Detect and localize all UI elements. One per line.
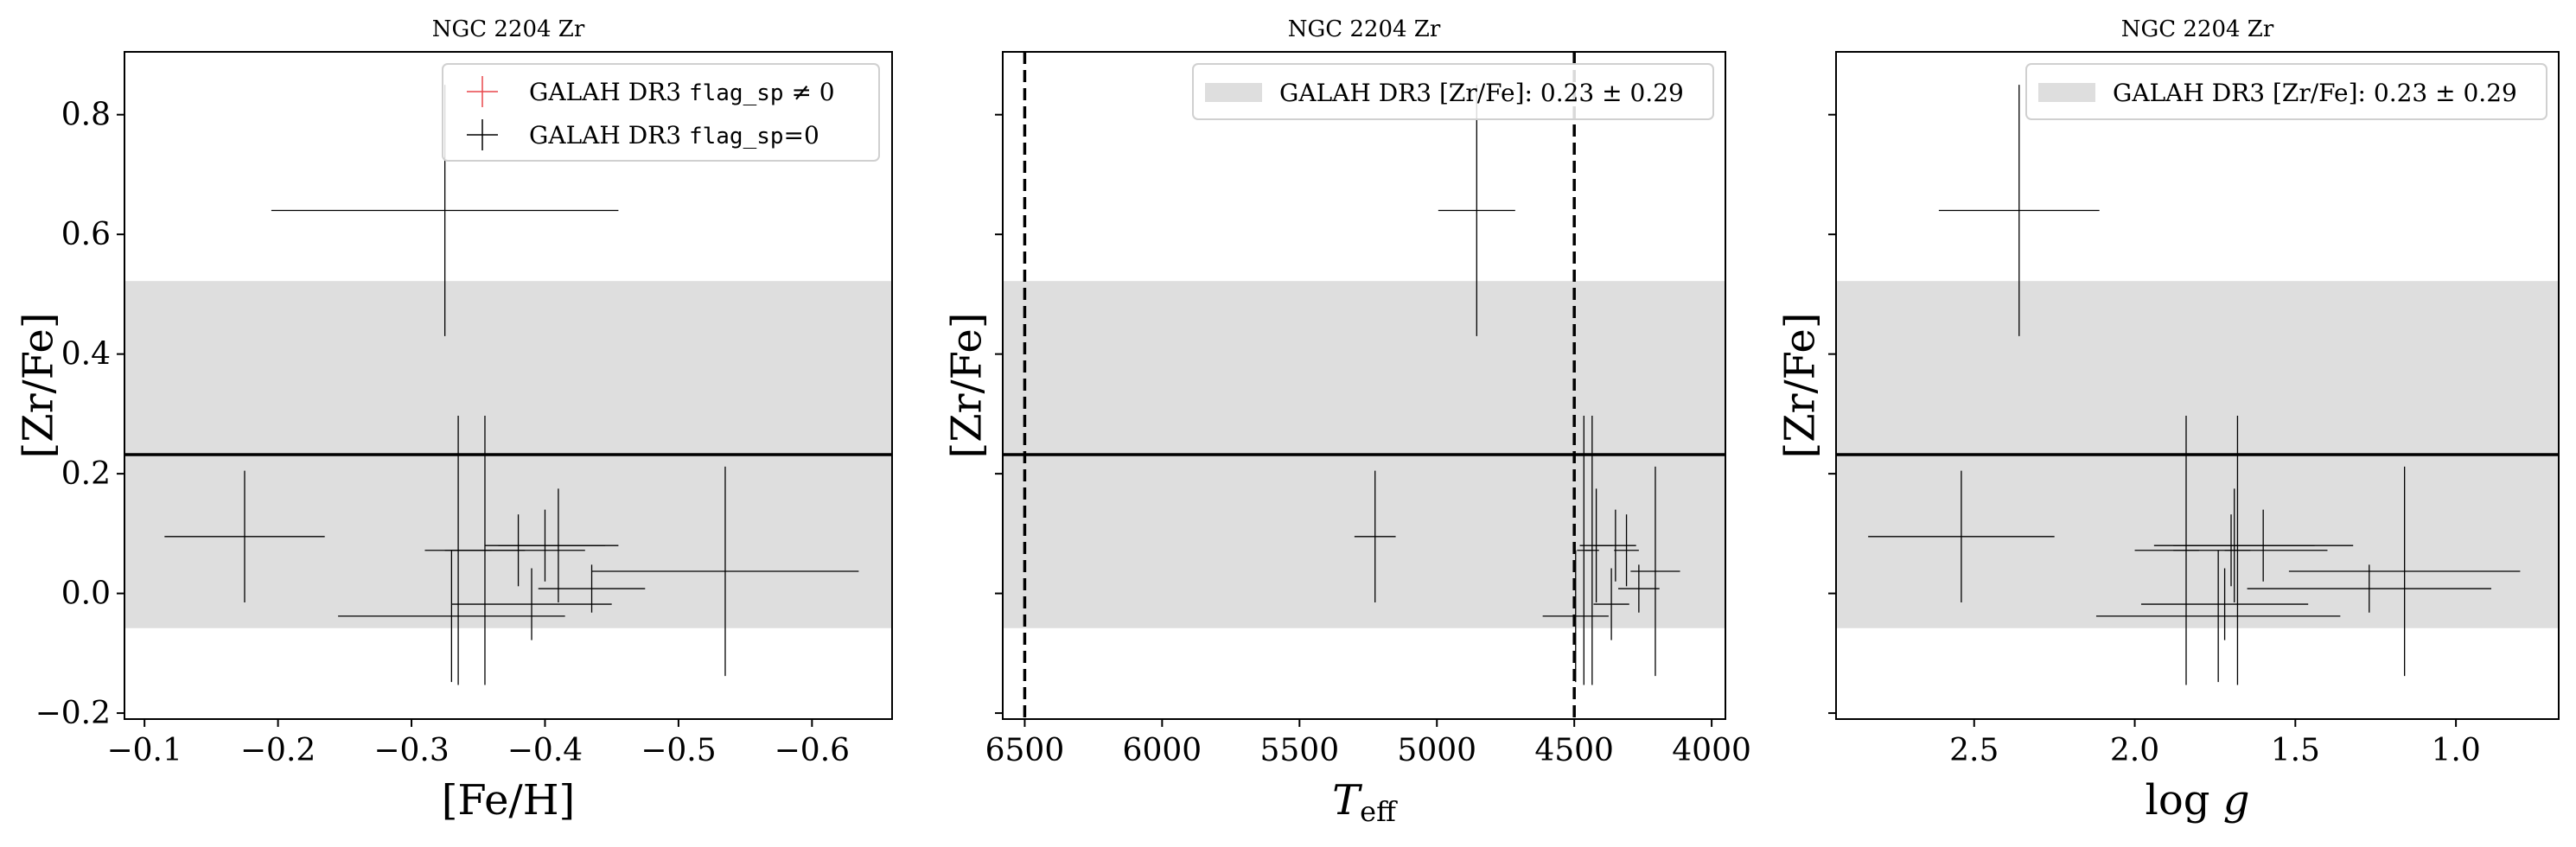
legend-label: GALAH DR3 [Zr/Fe]: 0.23 ± 0.29 — [1279, 79, 1684, 107]
x-axis-label: [Fe/H] — [442, 776, 576, 825]
y-tick-label: −0.2 — [35, 696, 111, 731]
legend-label: GALAH DR3 flag_sp ≠ 0 — [529, 78, 835, 106]
data-point — [1618, 564, 1660, 613]
legend-swatch — [2038, 83, 2095, 102]
data-point — [2247, 564, 2491, 613]
data-point — [164, 470, 325, 602]
data-point — [1438, 85, 1515, 336]
data-point — [451, 568, 612, 640]
data-point — [1542, 550, 1609, 683]
panel-title: NGC 2204 Zr — [2121, 16, 2274, 42]
x-tick-label: −0.1 — [106, 733, 182, 768]
y-tick-label: 0.8 — [61, 98, 111, 133]
data-point — [538, 564, 646, 613]
y-tick-label: 0.0 — [61, 576, 111, 612]
data-point — [1354, 470, 1396, 602]
panel-teff: 6500 6000 5500 5000 4500 4000 NGC 2204 Zr [Zr/F… — [943, 16, 1751, 828]
legend-marker — [467, 76, 498, 107]
data-point — [2140, 568, 2309, 640]
data-point — [1614, 514, 1639, 587]
x-tick-label: 5000 — [1397, 733, 1476, 768]
data-point — [498, 488, 619, 602]
legend-label: GALAH DR3 [Zr/Fe]: 0.23 ± 0.29 — [2113, 79, 2517, 107]
y-axis-label: [Zr/Fe] — [1776, 312, 1825, 458]
x-tick-label: 1.0 — [2431, 733, 2480, 768]
y-tick-label: 0.4 — [61, 337, 111, 373]
data-point — [451, 514, 585, 587]
data-point — [1938, 85, 2100, 336]
data-point — [1868, 470, 2055, 602]
x-tick-label: 2.0 — [2110, 733, 2159, 768]
x-tick-label: −0.4 — [507, 733, 583, 768]
data-point — [2288, 466, 2521, 677]
panel-logg: 2.5 2.0 1.5 1.0 NGC 2204 Zr [Zr/Fe] log g GALAH… — [1776, 16, 2560, 825]
plot-area — [1836, 85, 2559, 685]
x-tick-label: 5500 — [1259, 733, 1339, 768]
legend-swatch — [1205, 83, 1262, 102]
axes-frame — [124, 51, 893, 720]
y-axis-label: [Zr/Fe] — [943, 312, 992, 458]
panel-title: NGC 2204 Zr — [1288, 16, 1441, 42]
x-tick-label: 2.5 — [1949, 733, 1999, 768]
data-point — [2173, 509, 2354, 582]
data-point — [591, 466, 859, 677]
data-point — [1593, 568, 1629, 640]
legend: GALAH DR3 [Zr/Fe]: 0.23 ± 0.29 — [2025, 63, 2547, 120]
x-tick-label: −0.6 — [775, 733, 850, 768]
panel-title: NGC 2204 Zr — [432, 16, 585, 42]
legend-marker — [467, 119, 498, 150]
y-tick-label: 0.2 — [61, 456, 111, 492]
panel-feh: −0.20.00.20.40.60.8−0.1 −0.2 −0.3 −0.4 −0.5−… — [15, 16, 893, 825]
x-tick-label: 1.5 — [2271, 733, 2320, 768]
data-point — [2134, 514, 2328, 587]
y-tick-label: 0.6 — [61, 217, 111, 252]
legend-label: GALAH DR3 flag_sp=0 — [529, 121, 819, 150]
axes-frame — [1002, 51, 1726, 720]
data-point — [1579, 488, 1613, 602]
axes-frame — [1835, 51, 2560, 720]
legend: GALAH DR3 flag_sp ≠ 0 GALAH DR3 flag_sp=0 — [442, 63, 880, 162]
x-tick-label: 6000 — [1123, 733, 1202, 768]
y-axis-label: [Zr/Fe] — [15, 312, 63, 458]
x-axis-label: Teff — [1332, 776, 1398, 828]
plot-area — [124, 85, 892, 685]
x-tick-label: 4000 — [1672, 733, 1751, 768]
x-axis-label: log g — [2146, 776, 2250, 825]
data-point — [1630, 466, 1680, 677]
data-point — [2095, 550, 2341, 683]
x-tick-label: 4500 — [1534, 733, 1614, 768]
x-tick-label: −0.5 — [641, 733, 716, 768]
x-tick-label: −0.2 — [240, 733, 316, 768]
legend: GALAH DR3 [Zr/Fe]: 0.23 ± 0.29 — [1192, 63, 1714, 120]
x-tick-label: −0.3 — [373, 733, 449, 768]
data-point — [338, 550, 565, 683]
plot-area — [1003, 52, 1725, 719]
x-tick-label: 6500 — [985, 733, 1065, 768]
